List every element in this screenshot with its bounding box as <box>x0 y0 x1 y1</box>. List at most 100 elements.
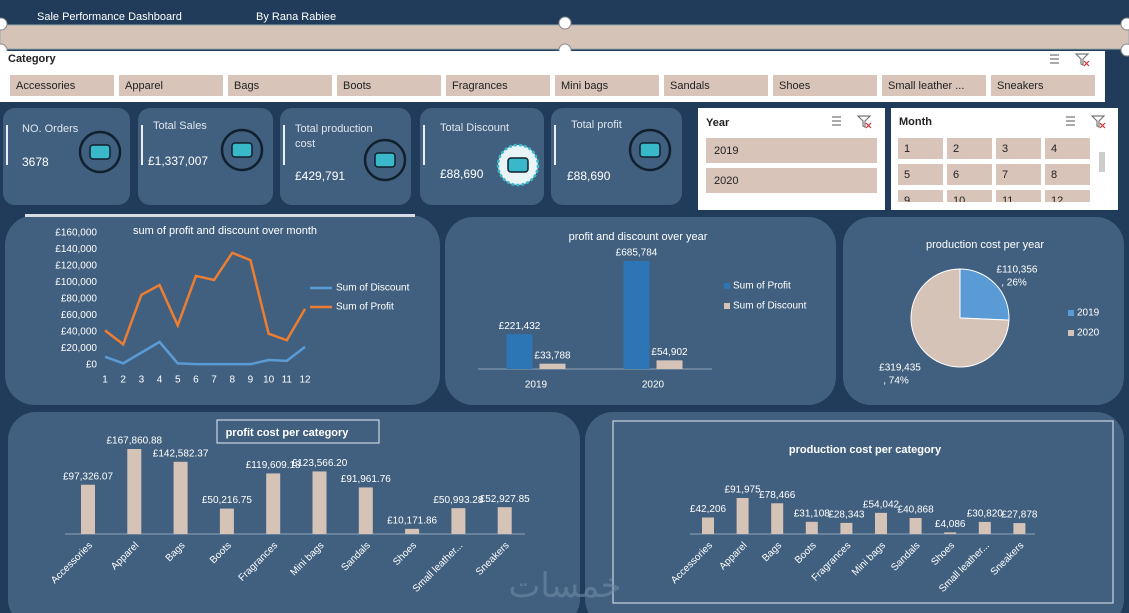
legend-swatch <box>724 303 730 309</box>
slicer-button[interactable] <box>996 164 1041 185</box>
slicer-button[interactable] <box>898 138 943 159</box>
clear-filter-icon <box>856 115 872 128</box>
slicer-item: 2019 <box>714 145 738 157</box>
slicer-title: Category <box>8 53 57 65</box>
slicer-button[interactable] <box>996 138 1041 159</box>
kpi-icon <box>78 130 122 174</box>
kpi-icon-detail <box>507 157 529 173</box>
legend-swatch <box>1068 310 1074 316</box>
bar <box>978 521 991 534</box>
data-label: , 26% <box>1001 278 1027 289</box>
slicer-button[interactable] <box>555 75 659 96</box>
slicer-item: Fragrances <box>452 80 508 92</box>
slicer-button[interactable] <box>947 138 992 159</box>
x-tick-label: 2 <box>120 375 126 386</box>
x-tick-label: 11 <box>282 375 293 386</box>
handle <box>1120 17 1129 31</box>
data-label: £54,042 <box>863 499 900 510</box>
kpi-label: Total Sales <box>153 120 207 132</box>
kpi-label-box: Total profit <box>571 119 622 131</box>
kpi-label-box: Total production cost <box>295 123 373 150</box>
slicer-button[interactable] <box>337 75 441 96</box>
slicer-button[interactable] <box>898 190 943 211</box>
data-label: £119,609.18 <box>246 460 301 471</box>
author: By Rana Rabiee <box>256 11 336 23</box>
chart-title: sum of profit and discount over month <box>133 225 317 237</box>
line <box>104 340 306 366</box>
kpi-accent <box>6 125 8 165</box>
kpi-icon-detail <box>639 142 661 158</box>
slicer-button[interactable] <box>228 75 332 96</box>
bar <box>656 360 683 369</box>
kpi-value: £429,791 <box>295 169 345 183</box>
slicer-button[interactable] <box>773 75 877 96</box>
legend-swatch <box>724 283 730 289</box>
data-label: £319,435 <box>879 363 921 374</box>
chart-title: production cost per category <box>789 444 942 456</box>
slicer-button[interactable] <box>10 75 114 96</box>
slicer-button[interactable] <box>1045 138 1090 159</box>
y-tick-label: £20,000 <box>61 343 98 354</box>
kpi-accent <box>141 125 143 165</box>
slicer-button[interactable] <box>882 75 986 96</box>
slicer-button[interactable] <box>706 138 877 163</box>
card-edge <box>25 214 415 217</box>
slicer-item: 2020 <box>714 175 738 187</box>
legend-label: Sum of Discount <box>336 283 410 294</box>
y-tick-label: £100,000 <box>55 277 97 288</box>
data-label: £50,993.28 <box>433 495 483 506</box>
slicer-item: Small leather ... <box>888 80 964 92</box>
bar <box>805 521 818 534</box>
handle <box>558 16 572 30</box>
data-label: £97,326.07 <box>63 471 113 482</box>
month-items: 1 2 3 45 6 7 89 10 11 12 <box>898 138 1090 211</box>
kpi-label-box: NO. Orders <box>22 123 79 135</box>
slicer-item: 1 <box>904 143 910 155</box>
kpi-value: 3678 <box>22 155 49 169</box>
kpi-icon-detail <box>89 144 111 160</box>
slicer-item: Shoes <box>779 80 811 92</box>
slicer-item: 2 <box>953 143 959 155</box>
kpi-card <box>551 108 682 205</box>
kpi-value: £88,690 <box>440 167 484 181</box>
bar <box>451 508 466 534</box>
bar <box>944 532 957 534</box>
x-tick-label: 10 <box>263 375 275 386</box>
kpi-icon-detail <box>374 152 396 168</box>
slicer-button[interactable] <box>664 75 768 96</box>
slicer-button[interactable] <box>119 75 223 96</box>
slicer-button[interactable] <box>991 75 1095 96</box>
slicer-item: 10 <box>953 195 965 207</box>
slicer-item: Boots <box>343 80 372 92</box>
slicer-button[interactable] <box>947 164 992 185</box>
data-label: £91,961.76 <box>341 474 391 485</box>
slicer-button[interactable] <box>1045 190 1090 211</box>
x-tick-label: 4 <box>157 375 163 386</box>
kpi-label: NO. Orders <box>22 123 79 135</box>
slicer-button[interactable] <box>996 190 1041 211</box>
handle <box>0 17 8 31</box>
slicer-button[interactable] <box>706 168 877 193</box>
chart-frame <box>612 420 1114 604</box>
x-tick-label: 3 <box>139 375 145 386</box>
data-label: £42,206 <box>690 504 727 515</box>
kpi-icon-detail <box>231 142 253 158</box>
legend-label: Sum of Profit <box>336 302 394 313</box>
legend-swatch <box>1068 330 1074 336</box>
data-label: £40,868 <box>898 505 935 516</box>
kpi-label: Total profit <box>571 119 622 131</box>
bar <box>840 522 853 534</box>
chart-title: production cost per year <box>926 239 1044 251</box>
slicer-button[interactable] <box>947 190 992 211</box>
data-label: £685,784 <box>616 248 658 259</box>
multi-select-icon <box>1050 54 1059 64</box>
bar <box>539 363 566 369</box>
slicer-button[interactable] <box>1045 164 1090 185</box>
slicer-title: Year <box>706 117 730 129</box>
slicer-item: 6 <box>953 169 959 181</box>
bar <box>506 334 533 369</box>
slicer-button[interactable] <box>898 164 943 185</box>
clear-filter-icon <box>1090 115 1106 128</box>
slicer-button[interactable] <box>446 75 550 96</box>
handle <box>1120 43 1129 57</box>
